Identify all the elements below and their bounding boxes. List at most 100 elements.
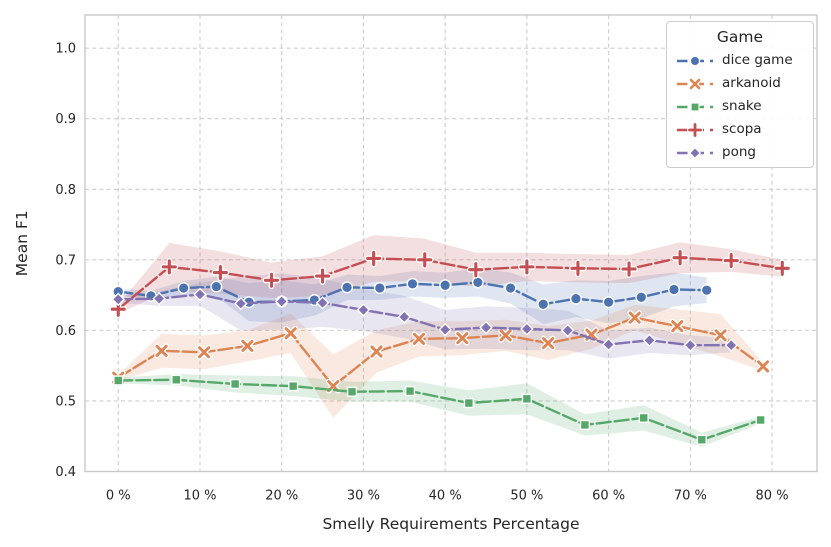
- series-marker: [366, 250, 382, 266]
- series-marker: [463, 397, 474, 409]
- series-marker: [263, 272, 280, 288]
- series-marker: [152, 291, 166, 306]
- series-marker: [672, 250, 688, 266]
- legend-item-dice-game: dice game: [667, 49, 813, 72]
- series-marker: [111, 292, 126, 307]
- series-marker: [439, 279, 452, 292]
- series-marker: [155, 344, 168, 357]
- legend-swatch-plus-icon: [677, 121, 713, 138]
- series-marker: [397, 310, 412, 324]
- series-marker: [519, 259, 535, 275]
- series-marker: [696, 434, 707, 445]
- legend-swatch-circle-icon: [677, 55, 713, 66]
- series-marker: [406, 277, 419, 290]
- y-axis-label: Mean F1: [13, 210, 31, 276]
- y-tick-label: 0.7: [55, 253, 76, 268]
- x-tick-label: 60 %: [592, 489, 625, 504]
- series-marker: [479, 320, 493, 335]
- legend-label: snake: [722, 97, 762, 114]
- series-marker: [628, 311, 641, 324]
- legend-swatch-x-icon: [677, 77, 713, 90]
- series-marker: [210, 280, 223, 293]
- series-line-snake: [117, 378, 762, 441]
- series-marker: [274, 294, 289, 309]
- y-tick-label: 0.8: [55, 183, 76, 198]
- series-marker: [373, 282, 386, 295]
- confidence-band-snake: [118, 374, 761, 447]
- x-tick-label: 20 %: [265, 489, 298, 504]
- series-marker: [456, 332, 469, 345]
- series-marker: [471, 276, 484, 289]
- series-marker: [177, 282, 190, 295]
- series-marker: [171, 374, 182, 385]
- series-marker: [569, 292, 582, 305]
- legend-item-arkanoid: arkanoid: [667, 72, 813, 95]
- legend-item-snake: snake: [667, 95, 813, 118]
- x-axis-label: Smelly Requirements Percentage: [322, 515, 579, 533]
- series-marker: [346, 386, 358, 397]
- series-marker: [230, 378, 241, 390]
- series-marker: [315, 268, 331, 284]
- x-tick-label: 80 %: [756, 489, 789, 504]
- legend-label: arkanoid: [722, 74, 781, 91]
- series-marker: [537, 298, 550, 311]
- series-marker: [757, 360, 770, 373]
- series-marker: [161, 259, 177, 275]
- series-marker: [635, 291, 648, 304]
- series-marker: [468, 262, 484, 278]
- series-marker: [438, 322, 452, 337]
- x-tick-label: 10 %: [183, 489, 216, 504]
- legend-label: scopa: [722, 120, 762, 137]
- confidence-band-scopa: [118, 235, 783, 314]
- legend-swatch-diamond-icon: [677, 146, 713, 159]
- series-marker: [602, 296, 615, 309]
- series-marker: [234, 296, 248, 311]
- x-tick-label: 70 %: [674, 489, 707, 504]
- series-line-arkanoid: [117, 316, 765, 388]
- series-marker: [370, 345, 383, 358]
- series-marker: [671, 320, 684, 333]
- legend-label: pong: [722, 143, 756, 160]
- y-tick-label: 0.9: [55, 112, 76, 127]
- x-tick-label: 30 %: [347, 489, 380, 504]
- series-marker: [755, 414, 766, 426]
- series-marker: [642, 333, 657, 348]
- series-marker: [504, 282, 517, 295]
- series-marker: [315, 296, 330, 310]
- series-marker: [774, 260, 790, 276]
- series-marker: [714, 329, 727, 342]
- series-marker: [241, 339, 254, 352]
- series-marker: [638, 412, 649, 423]
- series-marker: [412, 332, 426, 345]
- series-marker: [621, 261, 637, 277]
- series-marker: [341, 281, 354, 294]
- series-line-pong: [117, 293, 733, 347]
- x-tick-label: 40 %: [429, 489, 462, 504]
- x-tick-label: 50 %: [510, 489, 543, 504]
- y-tick-label: 0.6: [55, 324, 76, 339]
- series-marker: [499, 329, 512, 342]
- series-marker: [284, 327, 297, 340]
- series-marker: [542, 337, 555, 350]
- series-marker: [198, 346, 211, 359]
- series-marker: [356, 303, 371, 317]
- series-marker: [723, 252, 739, 269]
- series-marker: [417, 252, 433, 268]
- series-marker: [601, 337, 616, 352]
- legend-label: dice game: [722, 51, 793, 68]
- chart-legend: Game dice game arkanoid snake scopa pong: [666, 21, 814, 168]
- series-marker: [683, 338, 698, 352]
- series-marker: [521, 393, 532, 404]
- series-marker: [113, 375, 124, 386]
- legend-item-scopa: scopa: [667, 118, 813, 141]
- legend-title: Game: [716, 28, 764, 46]
- plot-border: [84, 14, 818, 473]
- series-marker: [724, 338, 738, 352]
- legend-item-pong: pong: [667, 141, 813, 164]
- legend-swatch-square-icon: [677, 101, 713, 112]
- y-tick-label: 1.0: [55, 42, 76, 57]
- series-marker: [288, 381, 299, 392]
- x-tick-label: 0 %: [106, 489, 131, 504]
- series-marker: [579, 419, 591, 431]
